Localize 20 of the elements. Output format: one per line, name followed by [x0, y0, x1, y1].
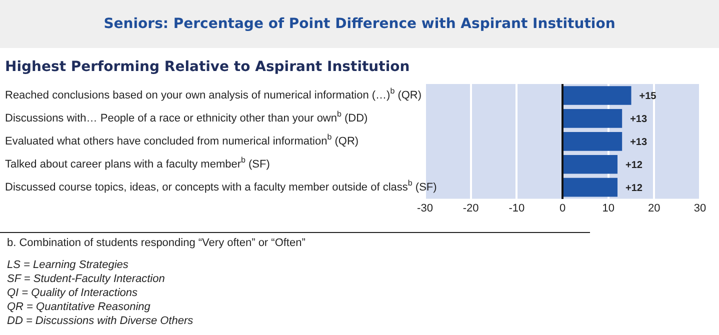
x-tick-label: -10	[508, 202, 525, 214]
x-tick-label: -20	[462, 202, 479, 214]
data-label: +13	[630, 137, 648, 148]
x-tick-label: 0	[559, 202, 566, 214]
text: Highest Performing Relative to Aspirant Institution	[5, 59, 410, 75]
data-label: +12	[626, 160, 643, 172]
x-tick-label: -30	[417, 202, 433, 214]
text: DD = Discussions with Diverse Others	[7, 314, 194, 328]
text: QR = Quantitative Reasoning	[7, 300, 152, 314]
data-label: +15	[639, 91, 657, 102]
text: LS = Learning Strategies	[7, 258, 130, 272]
chart-title: Seniors: Percentage of Point Difference with Aspirant Institution	[0, 0, 719, 48]
data-label: +13	[630, 114, 648, 126]
text: b. Combination of students responding “Very often” or “Often”	[7, 236, 306, 250]
x-tick-label: 10	[602, 202, 614, 214]
text: QI = Quality of Interactions	[7, 286, 139, 300]
x-tick-label: 20	[648, 202, 660, 214]
data-label: +12	[626, 183, 643, 194]
text: SF = Student-Faculty Interaction	[7, 272, 166, 286]
x-tick-label: 30	[694, 202, 706, 214]
